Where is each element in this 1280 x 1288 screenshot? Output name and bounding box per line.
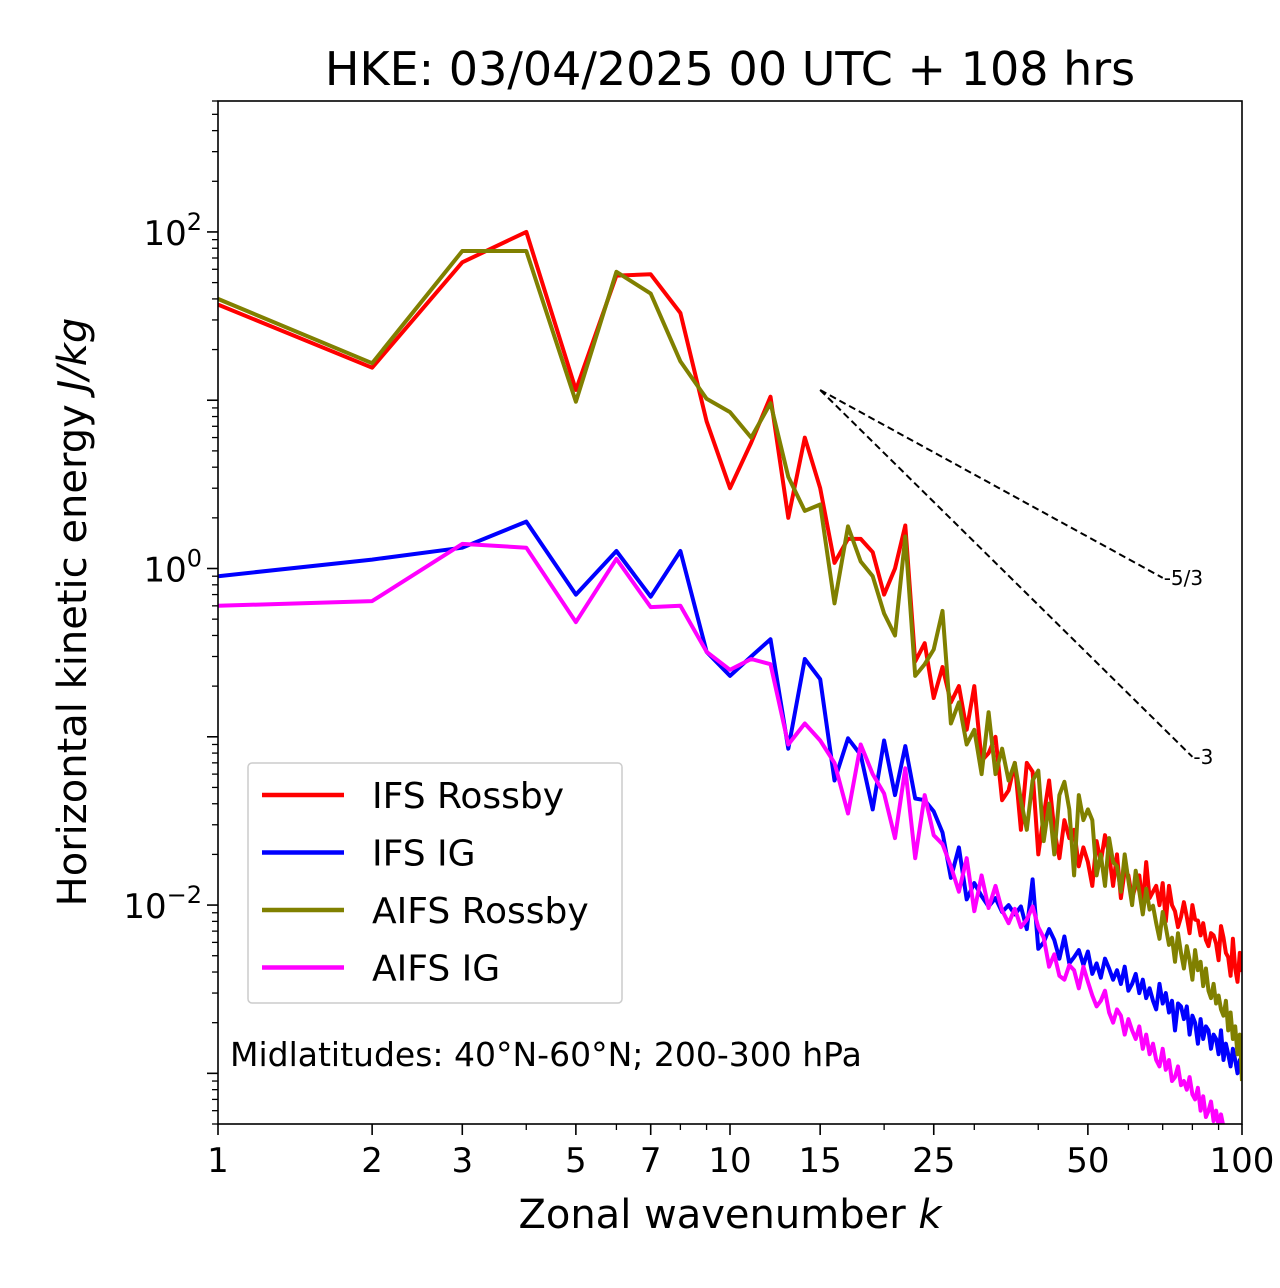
y-axis-ticks: 10−2 100 102 <box>123 100 218 1125</box>
y-tick-label: 100 <box>143 545 202 591</box>
x-tick-label: 3 <box>451 1141 473 1181</box>
legend-label-ifs-rossby: IFS Rossby <box>372 776 564 817</box>
legend: IFS Rossby IFS IG AIFS Rossby AIFS IG <box>247 762 623 1004</box>
x-tick-label: 2 <box>361 1141 383 1181</box>
x-axis-label: Zonal wavenumber k <box>518 1192 943 1238</box>
y-axis-label: Horizontal kinetic energy J/kg <box>50 318 96 907</box>
y-tick-label: 102 <box>143 208 202 254</box>
x-axis-ticks: 1 2 3 5 7 10 15 25 50 100 <box>207 1124 1274 1181</box>
series-layer <box>218 229 1242 1124</box>
x-tick-label: 100 <box>1210 1141 1275 1181</box>
series-line-ifs-ig <box>218 519 1242 1076</box>
series-line-aifs-ig <box>218 541 1225 1124</box>
legend-label-ifs-ig: IFS IG <box>372 834 476 875</box>
x-tick-label: 1 <box>207 1141 229 1181</box>
x-tick-label: 10 <box>708 1141 751 1181</box>
reference-slopes: -5/3 -3 <box>819 389 1213 769</box>
x-tick-label: 15 <box>799 1141 842 1181</box>
slope-line-minus-3 <box>819 389 1194 758</box>
series-line-aifs-rossby <box>218 249 1242 1082</box>
chart-title: HKE: 03/04/2025 00 UTC + 108 hrs <box>325 42 1135 96</box>
region-annotation: Midlatitudes: 40°N-60°N; 200-300 hPa <box>230 1035 862 1074</box>
legend-box <box>247 762 623 1004</box>
x-tick-label: 5 <box>565 1141 587 1181</box>
legend-label-aifs-ig: AIFS IG <box>372 949 500 990</box>
x-tick-label: 7 <box>640 1141 662 1181</box>
x-tick-label: 50 <box>1066 1141 1109 1181</box>
x-tick-label: 25 <box>912 1141 955 1181</box>
slope-label-minus-3: -3 <box>1193 745 1213 769</box>
legend-label-aifs-rossby: AIFS Rossby <box>372 891 589 932</box>
y-tick-label: 10−2 <box>123 881 202 927</box>
slope-line-minus-5-over-3 <box>819 389 1164 579</box>
slope-label-minus-5-over-3: -5/3 <box>1164 566 1203 590</box>
